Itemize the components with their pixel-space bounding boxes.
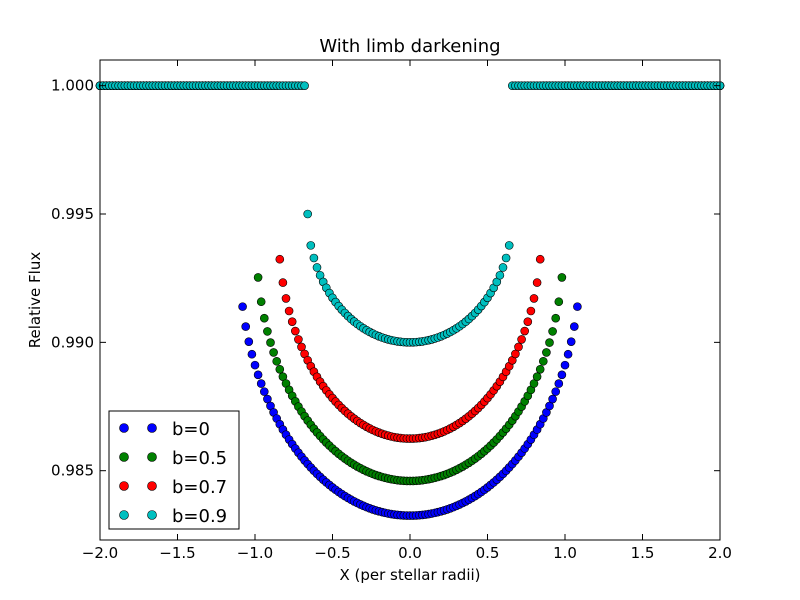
legend-marker: [119, 423, 129, 433]
data-point: [557, 273, 567, 282]
data-point: [495, 270, 505, 280]
legend-marker: [119, 510, 129, 520]
data-point: [269, 348, 278, 357]
data-point: [266, 338, 275, 347]
data-point: [554, 379, 564, 388]
data-point: [523, 317, 533, 326]
data-point: [569, 322, 579, 331]
data-point: [306, 241, 316, 250]
x-tick-label: −0.5: [314, 544, 350, 562]
chart-title: With limb darkening: [319, 36, 500, 57]
data-point: [538, 356, 548, 366]
data-point: [275, 364, 285, 374]
data-point: [526, 306, 536, 316]
x-tick-label: −1.0: [237, 544, 273, 562]
x-tick-label: 0.5: [476, 544, 500, 562]
legend-label: b=0.7: [172, 477, 227, 498]
x-tick-label: 1.0: [553, 544, 577, 562]
data-point: [284, 306, 294, 316]
data-point: [532, 372, 542, 381]
series-3: [95, 81, 725, 347]
legend: b=0 b=0.5 b=0.7 b=0.9: [108, 410, 240, 530]
data-point: [501, 253, 511, 263]
data-point: [573, 302, 582, 311]
data-point: [545, 338, 554, 347]
data-point: [548, 327, 557, 336]
data-point: [551, 387, 561, 396]
data-point: [256, 379, 266, 388]
data-point: [259, 313, 269, 323]
data-point: [253, 273, 263, 282]
data-point: [532, 278, 542, 287]
legend-marker: [147, 423, 157, 433]
data-point: [244, 337, 254, 346]
data-point: [529, 294, 539, 303]
x-axis-label: X (per stellar radii): [339, 566, 480, 584]
x-tick-label: 1.5: [631, 544, 655, 562]
data-point: [287, 317, 297, 326]
data-point: [498, 263, 508, 272]
data-point: [294, 335, 303, 344]
y-tick-label: 0.990: [51, 333, 94, 351]
data-point: [256, 297, 266, 307]
data-point: [281, 294, 291, 303]
legend-box: [108, 410, 240, 530]
data-point: [309, 253, 319, 263]
data-point: [548, 394, 557, 404]
y-tick-label: 0.995: [51, 205, 94, 223]
data-point: [557, 370, 567, 380]
data-point: [517, 335, 526, 344]
legend-marker: [119, 452, 129, 462]
x-tick-label: −1.5: [159, 544, 195, 562]
data-point: [275, 254, 285, 264]
data-point: [504, 241, 514, 250]
y-tick-label: 1.000: [51, 77, 94, 95]
data-point: [554, 297, 564, 307]
data-point: [560, 360, 570, 370]
data-point: [514, 342, 523, 352]
legend-marker: [147, 510, 157, 520]
data-point: [520, 326, 530, 336]
data-point: [263, 327, 272, 336]
data-point: [535, 254, 545, 264]
data-point: [551, 313, 561, 323]
data-point: [253, 370, 263, 380]
data-point: [535, 364, 545, 374]
legend-marker: [119, 481, 129, 491]
y-tick-label: 0.985: [51, 462, 94, 480]
legend-label: b=0.5: [172, 448, 227, 469]
data-point: [542, 348, 551, 357]
legend-label: b=0: [172, 419, 210, 440]
data-point: [563, 349, 573, 359]
x-tick-label: 2.0: [708, 544, 732, 562]
data-point: [238, 302, 247, 311]
data-point: [290, 326, 300, 336]
y-axis-label: Relative Flux: [26, 252, 44, 349]
data-points: [95, 81, 725, 520]
axis-ticks: −2.0 −1.5 −1.0 −0.5 0.0 0.5 1.0 1.5 2.0 0.985 0.99…: [51, 60, 732, 562]
data-point: [312, 263, 322, 272]
data-point: [300, 81, 309, 90]
legend-marker: [147, 481, 157, 491]
data-point: [259, 387, 269, 396]
data-point: [303, 209, 313, 219]
x-tick-label: 0.0: [398, 544, 422, 562]
data-point: [566, 337, 576, 346]
data-point: [278, 278, 288, 287]
legend-label: b=0.9: [172, 506, 227, 527]
series-2: [95, 81, 725, 443]
x-tick-label: −2.0: [82, 544, 118, 562]
legend-marker: [147, 452, 157, 462]
data-point: [250, 360, 260, 370]
data-point: [247, 349, 257, 359]
data-point: [241, 322, 250, 331]
data-point: [272, 356, 282, 366]
